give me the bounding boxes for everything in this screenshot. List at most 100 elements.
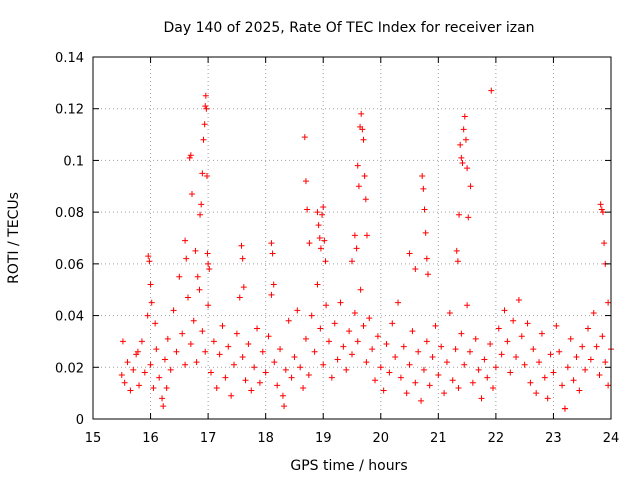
data-point — [510, 317, 517, 324]
data-point — [297, 364, 304, 371]
data-point — [198, 201, 205, 208]
data-point — [187, 152, 194, 159]
data-point — [570, 377, 577, 384]
data-point — [288, 374, 295, 381]
data-point — [328, 374, 335, 381]
data-point — [598, 206, 605, 213]
data-point — [183, 255, 190, 262]
data-point — [457, 141, 464, 148]
data-point — [386, 369, 393, 376]
data-point — [582, 366, 589, 373]
data-point — [360, 136, 367, 143]
data-point — [406, 361, 413, 368]
data-point — [351, 309, 358, 316]
data-point — [334, 356, 341, 363]
data-point — [192, 247, 199, 254]
y-tick-label: 0 — [76, 413, 84, 428]
data-point — [216, 351, 223, 358]
data-point — [515, 297, 522, 304]
data-point — [291, 353, 298, 360]
data-point — [599, 209, 606, 216]
data-point — [194, 273, 201, 280]
y-tick-label: 0.12 — [55, 103, 84, 118]
data-point — [498, 351, 505, 358]
data-point — [256, 379, 263, 386]
data-point — [524, 320, 531, 327]
data-point — [270, 281, 277, 288]
data-point — [513, 353, 520, 360]
data-point — [358, 110, 365, 117]
data-point — [464, 302, 471, 309]
data-point — [239, 255, 246, 262]
data-point — [359, 126, 366, 133]
data-point — [152, 320, 159, 327]
data-point — [308, 312, 315, 319]
data-point — [596, 372, 603, 379]
data-point — [127, 387, 134, 394]
data-point — [349, 258, 355, 265]
data-point — [538, 330, 545, 337]
data-point — [576, 387, 583, 394]
data-point — [458, 330, 465, 337]
data-point — [294, 307, 301, 314]
grid — [93, 57, 611, 419]
data-point — [147, 361, 154, 368]
data-point — [462, 136, 469, 143]
data-point — [455, 384, 462, 391]
data-point — [323, 302, 330, 309]
data-point — [518, 333, 525, 340]
data-point — [421, 206, 428, 213]
data-point — [363, 232, 370, 239]
data-point — [397, 374, 404, 381]
data-point — [213, 384, 220, 391]
data-point — [314, 281, 321, 288]
data-point — [403, 390, 410, 397]
data-point — [124, 359, 131, 366]
data-point — [343, 366, 350, 373]
data-point — [443, 359, 450, 366]
data-point — [141, 369, 148, 376]
data-point — [320, 203, 327, 210]
data-point — [331, 320, 338, 327]
data-point — [504, 338, 511, 345]
y-tick-label: 0.04 — [55, 310, 84, 325]
data-point — [392, 353, 399, 360]
data-point — [547, 351, 554, 358]
data-point — [304, 206, 311, 213]
y-tick-label: 0.08 — [55, 206, 84, 221]
data-point — [136, 382, 143, 389]
data-point — [134, 348, 141, 355]
data-point — [412, 266, 419, 273]
x-tick-label: 20 — [373, 431, 390, 446]
y-tick-label: 0.14 — [55, 51, 84, 66]
data-point — [248, 387, 255, 394]
data-point — [188, 191, 195, 198]
data-point — [422, 229, 429, 236]
data-point — [285, 317, 292, 324]
data-point — [346, 328, 353, 335]
data-point — [196, 286, 203, 293]
data-point — [262, 369, 269, 376]
data-point — [469, 379, 476, 386]
data-point — [458, 154, 465, 161]
data-points — [118, 87, 614, 412]
data-point — [148, 299, 155, 306]
data-point — [415, 348, 422, 355]
data-point — [182, 237, 189, 244]
data-point — [406, 250, 413, 257]
data-point — [544, 395, 551, 402]
data-point — [269, 250, 276, 257]
data-point — [363, 359, 370, 366]
data-point — [490, 384, 497, 391]
data-point — [316, 235, 323, 241]
data-point — [465, 214, 472, 221]
data-point — [197, 211, 204, 218]
data-point — [423, 338, 430, 345]
data-point — [268, 240, 275, 247]
data-point — [602, 359, 609, 366]
data-point — [301, 134, 308, 141]
data-point — [541, 374, 548, 381]
data-point — [426, 382, 433, 389]
data-point — [207, 369, 214, 376]
data-point — [456, 211, 463, 218]
